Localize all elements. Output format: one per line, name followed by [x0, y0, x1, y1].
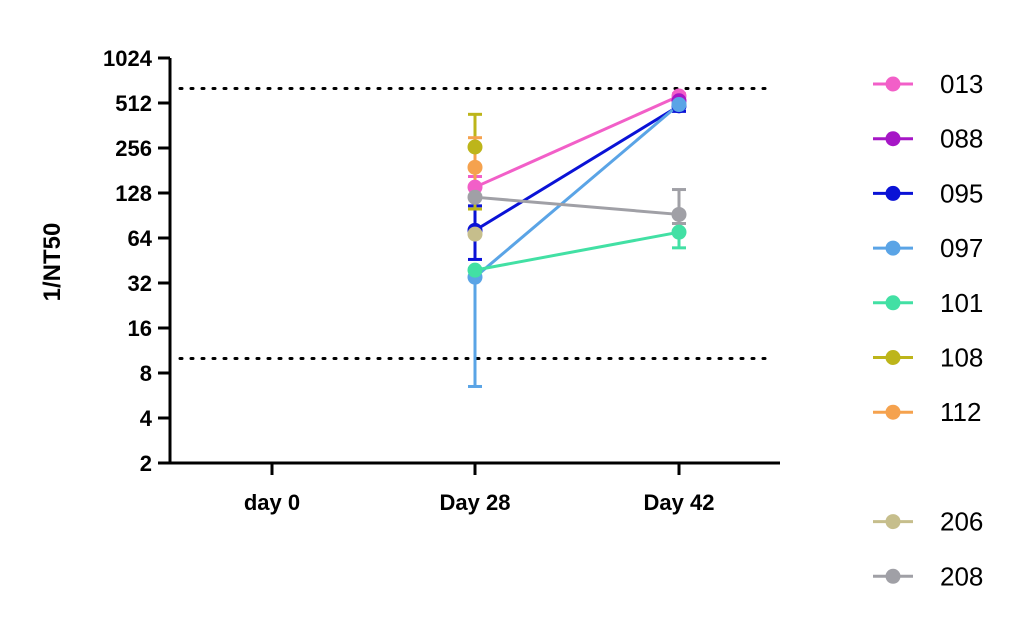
legend-marker: [885, 240, 901, 256]
legend-marker: [885, 185, 901, 201]
y-tick-label: 128: [115, 181, 152, 206]
y-tick-label: 512: [115, 91, 152, 116]
data-points: [467, 88, 687, 285]
data-point-206: [467, 226, 483, 242]
legend-label: 088: [940, 124, 983, 154]
series-line-208: [474, 195, 680, 216]
series-lines: [474, 94, 680, 279]
legend-item-206: 206: [873, 507, 983, 537]
data-point-208: [467, 189, 483, 205]
legend: 013 088 095 097 101 108 112 206 208: [873, 69, 983, 591]
series-line-101: [474, 230, 680, 272]
x-tick-label: Day 28: [440, 490, 511, 515]
legend-item-108: 108: [873, 343, 983, 373]
series-line-013: [474, 94, 680, 189]
y-axis-title: 1/NT50: [39, 223, 66, 302]
legend-marker: [885, 295, 901, 311]
legend-label: 206: [940, 507, 983, 537]
x-tick-label: day 0: [244, 490, 300, 515]
legend-item-101: 101: [873, 288, 983, 318]
legend-item-013: 013: [873, 69, 983, 99]
data-point-208: [671, 206, 687, 222]
legend-marker: [885, 514, 901, 530]
series-line-095: [474, 104, 680, 232]
legend-item-208: 208: [873, 561, 983, 591]
x-tick-label: Day 42: [644, 490, 715, 515]
legend-label: 101: [940, 288, 983, 318]
legend-marker: [885, 76, 901, 92]
legend-marker: [885, 131, 901, 147]
legend-marker: [885, 568, 901, 584]
y-tick-label: 4: [140, 406, 153, 431]
y-tick-label: 1024: [103, 46, 153, 71]
legend-label: 112: [940, 397, 981, 427]
y-tick-label: 2: [140, 451, 152, 476]
y-tick-label: 64: [128, 226, 153, 251]
y-axis-ticks: 2 4 8 16 32 64 128 256 512 1024: [103, 46, 170, 476]
data-point-108: [467, 139, 483, 155]
reference-lines: [178, 87, 772, 361]
legend-label: 097: [940, 233, 983, 263]
legend-label: 108: [940, 343, 983, 373]
y-tick-label: 256: [115, 136, 152, 161]
legend-item-112: 112: [873, 397, 981, 427]
legend-label: 208: [940, 561, 983, 591]
data-point-112: [467, 159, 483, 175]
legend-label: 013: [940, 69, 983, 99]
legend-item-097: 097: [873, 233, 983, 263]
data-point-101: [467, 262, 483, 278]
x-axis-ticks: day 0 Day 28 Day 42: [244, 463, 715, 515]
data-point-101: [671, 224, 687, 240]
y-tick-label: 32: [128, 271, 152, 296]
legend-marker: [885, 350, 901, 365]
error-bars: [468, 92, 686, 388]
data-point-097: [671, 97, 687, 113]
legend-item-088: 088: [873, 124, 983, 154]
y-tick-label: 16: [128, 316, 152, 341]
series-line-097: [474, 103, 680, 279]
legend-marker: [885, 404, 901, 420]
legend-item-095: 095: [873, 178, 983, 208]
y-tick-label: 8: [140, 361, 152, 386]
legend-label: 095: [940, 178, 983, 208]
